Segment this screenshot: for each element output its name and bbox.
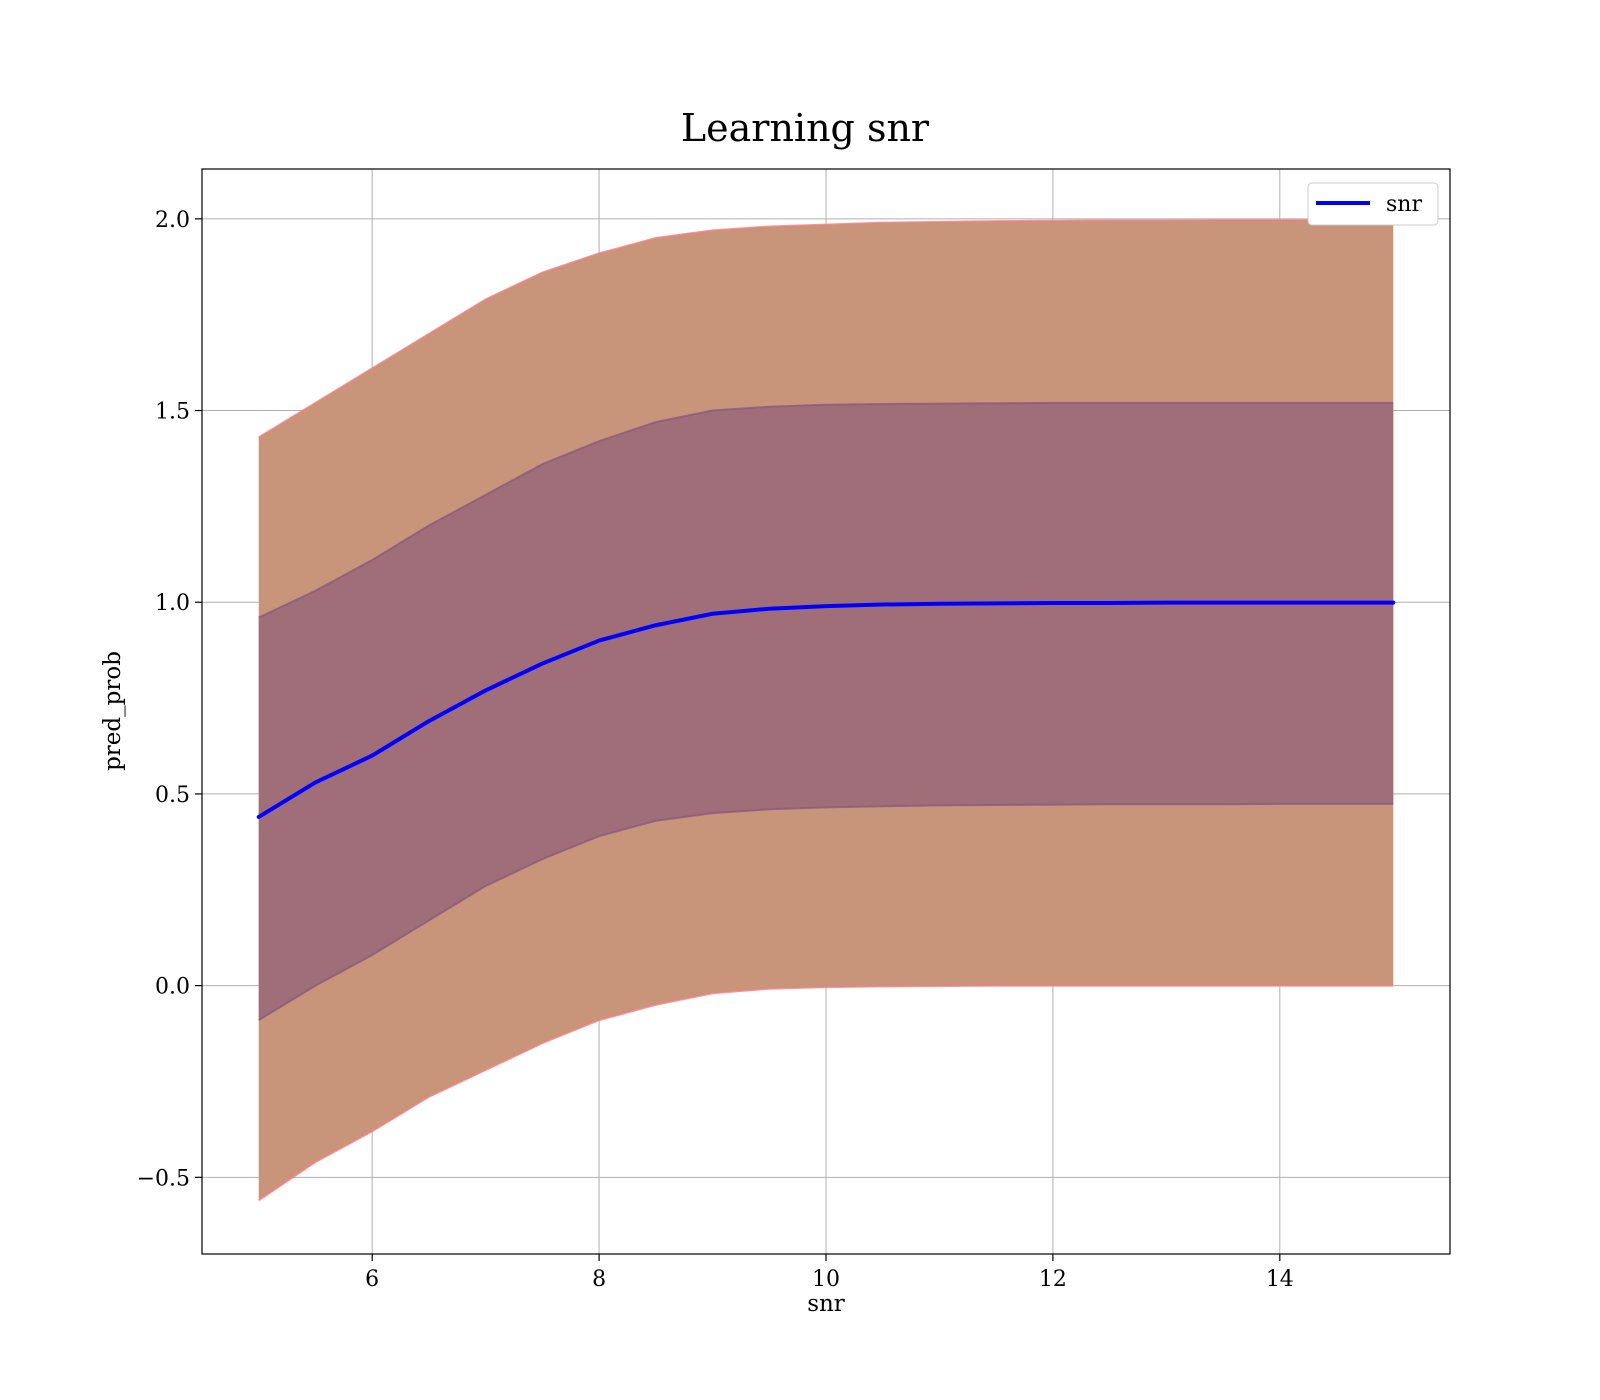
line-layer [256, 600, 1396, 819]
band-outer-lower-edge [258, 984, 1394, 1202]
y-tick-label-2: 0.5 [155, 783, 190, 808]
y-tick-label-3: 1.0 [155, 591, 190, 616]
y-tick-label-4: 1.5 [155, 400, 190, 425]
x-tick-label-0: 6 [365, 1267, 379, 1292]
band-inner-upper-edge [258, 401, 1394, 619]
band-outer-upper-edge [258, 218, 1394, 439]
chart-title: Learning snr [681, 106, 930, 150]
x-tick-label-1: 8 [592, 1267, 606, 1292]
tick-layer: 6 8 10 12 14 −0.5 0.0 0.5 1.0 1.5 2.0 [137, 208, 1294, 1292]
legend-box [1307, 182, 1439, 226]
legend-label-snr: snr [1386, 192, 1422, 217]
legend: snr [1307, 182, 1439, 226]
series-line-snr [256, 600, 1396, 819]
x-tick-label-3: 12 [1039, 1267, 1067, 1292]
y-axis-label: pred_prob [100, 651, 126, 771]
band-inner-lower-edge [258, 802, 1394, 1021]
y-tick-label-5: 2.0 [155, 208, 190, 233]
band-inner [258, 402, 1394, 1021]
y-tick-label-0: −0.5 [137, 1166, 190, 1191]
x-axis-label: snr [807, 1291, 845, 1317]
x-tick-label-4: 14 [1266, 1267, 1294, 1292]
band-layer [258, 218, 1394, 1202]
x-tick-label-2: 10 [812, 1267, 840, 1292]
y-tick-label-1: 0.0 [155, 975, 190, 1000]
